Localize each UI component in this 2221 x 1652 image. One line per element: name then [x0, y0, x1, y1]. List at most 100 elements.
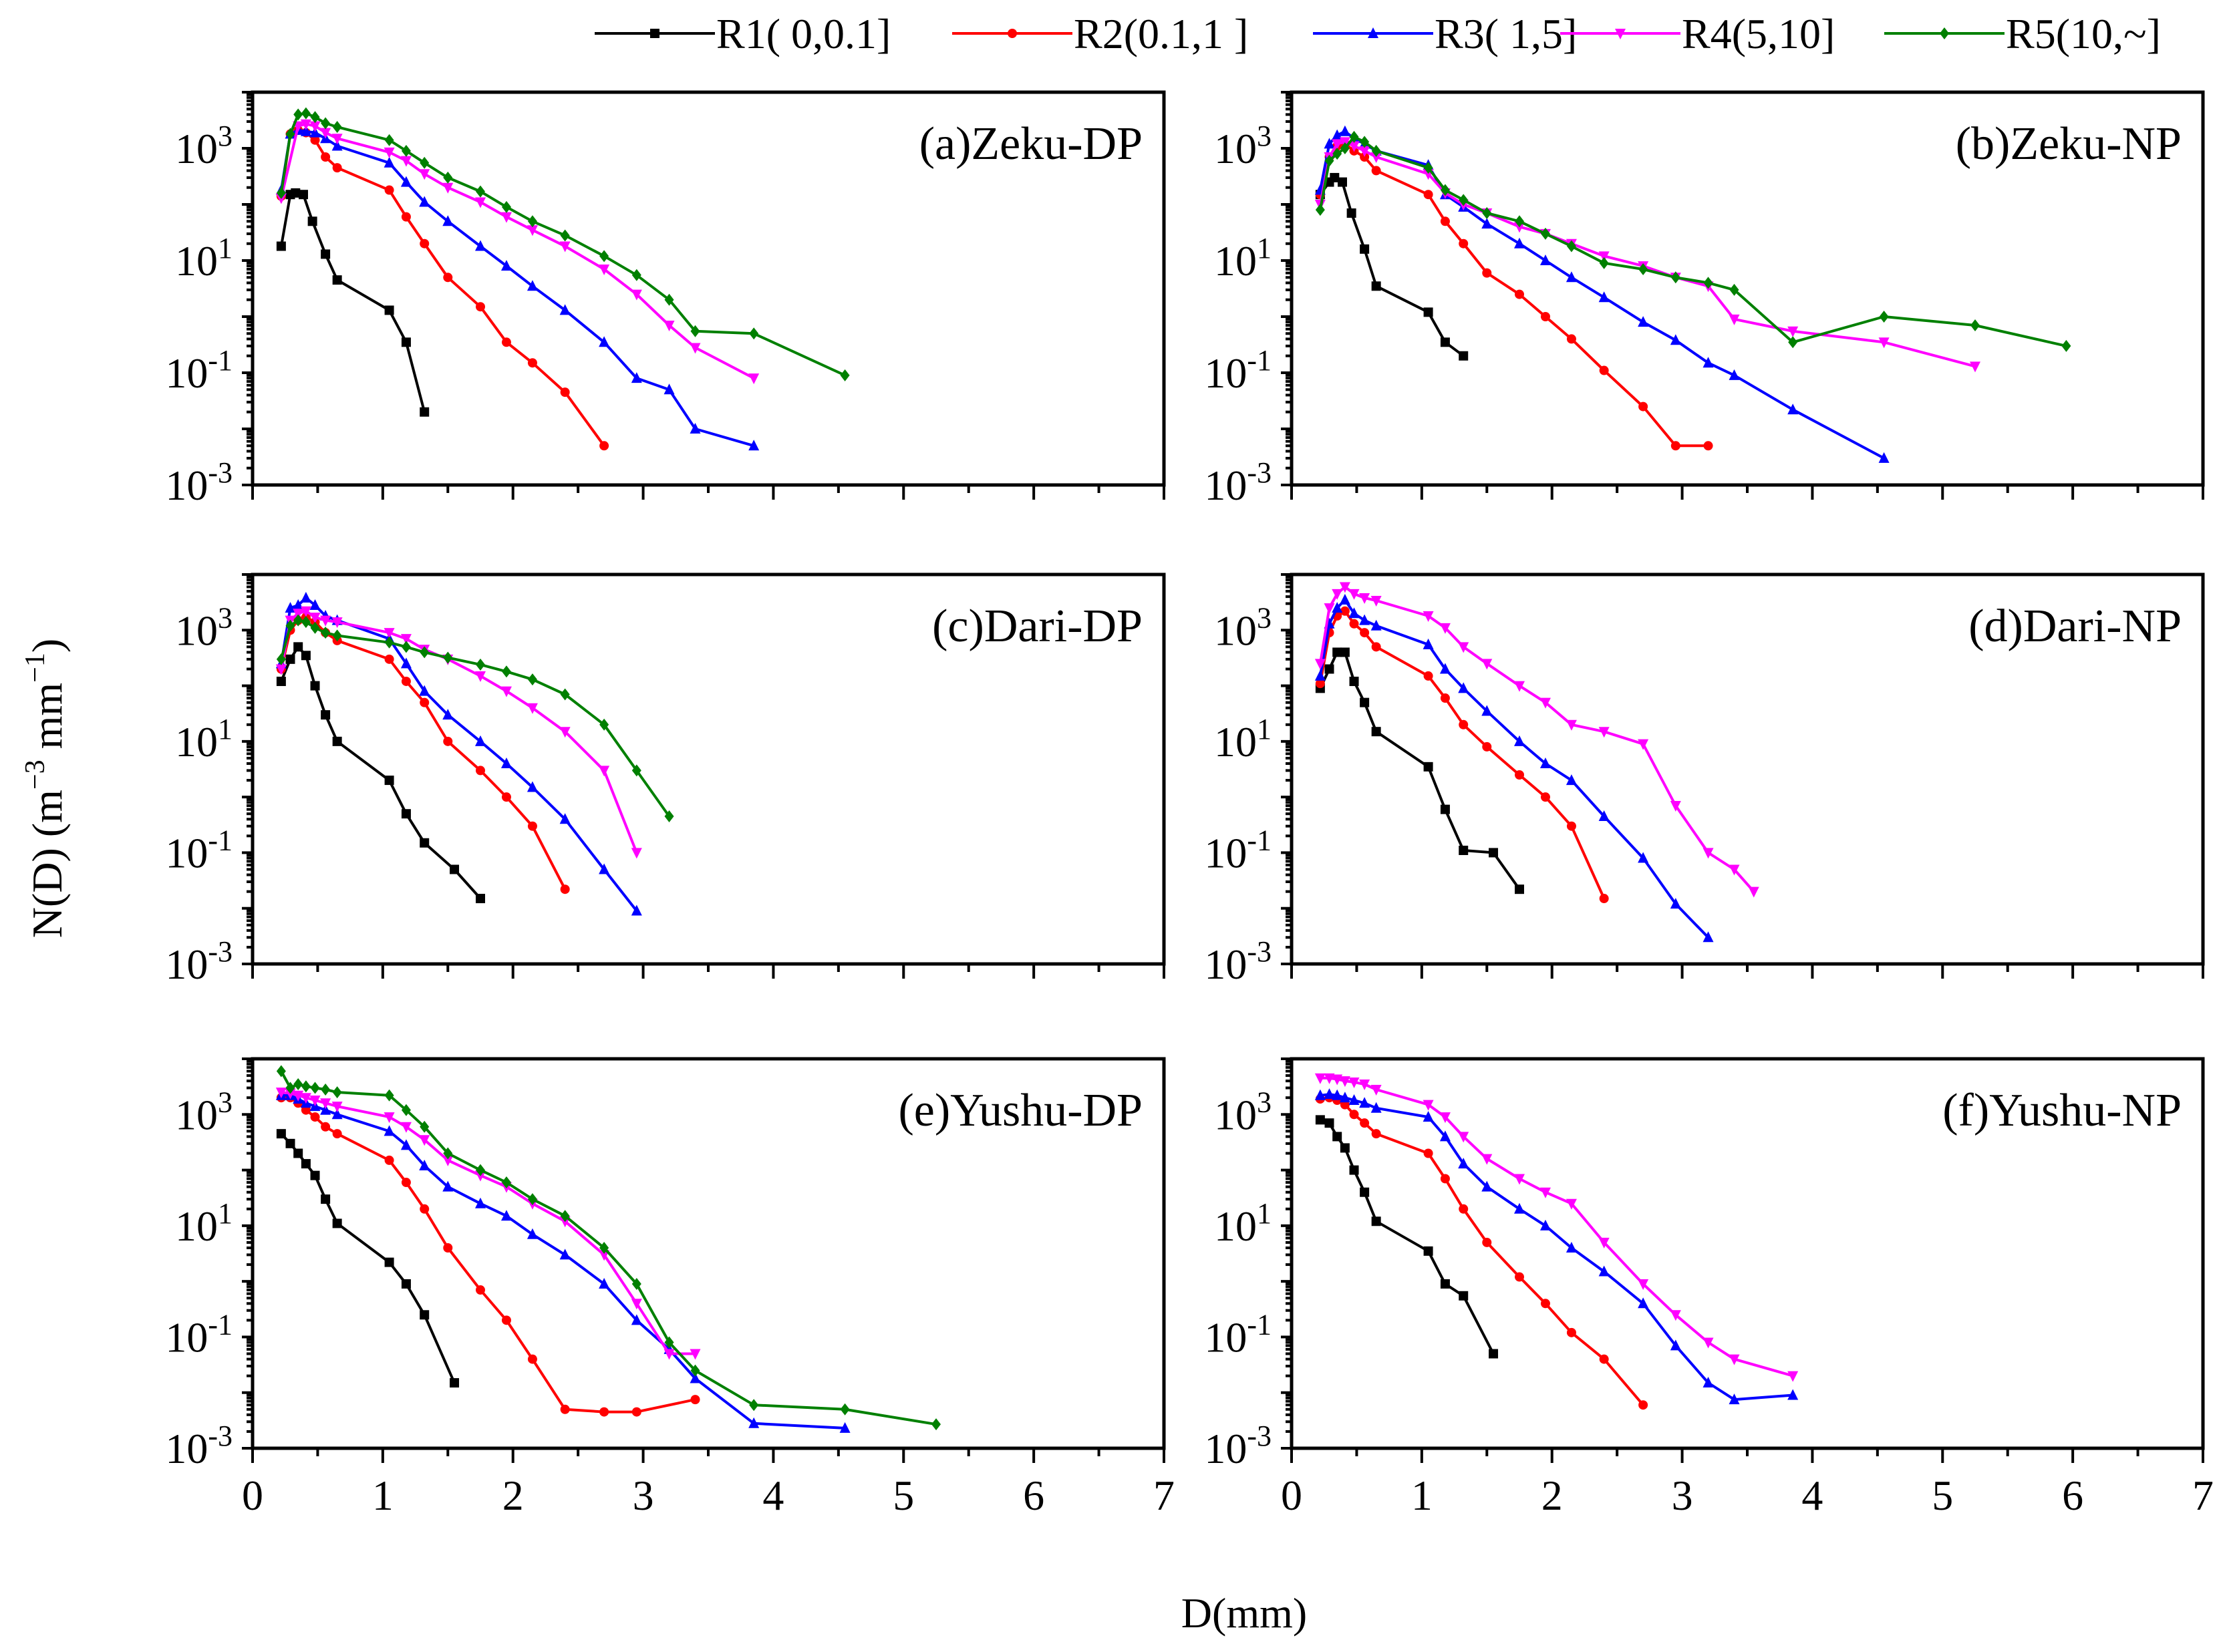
data-point: [321, 1122, 331, 1132]
data-point: [419, 169, 430, 180]
data-point: [1599, 894, 1609, 904]
data-point: [309, 613, 321, 624]
data-point: [1360, 1118, 1370, 1128]
data-point: [1423, 638, 1434, 649]
data-point: [1459, 1204, 1469, 1214]
data-point: [840, 369, 850, 381]
data-point: [599, 766, 610, 777]
x-tick-label: 0: [242, 1472, 263, 1519]
data-point: [1787, 1389, 1799, 1400]
data-point: [1514, 681, 1525, 692]
data-point: [419, 1135, 430, 1146]
data-point: [1566, 240, 1576, 253]
data-point: [501, 665, 511, 678]
data-point: [276, 241, 286, 251]
panel-title: (e)Yushu-DP: [898, 1085, 1143, 1136]
data-point: [1748, 886, 1759, 898]
data-point: [501, 337, 511, 347]
data-point: [1423, 190, 1433, 200]
data-point: [475, 197, 486, 208]
data-point: [527, 1354, 537, 1364]
data-point: [839, 1422, 851, 1433]
series-r2: [1315, 139, 1713, 451]
data-point: [332, 629, 342, 642]
data-point: [599, 1241, 609, 1254]
data-point: [332, 1086, 342, 1099]
data-point: [501, 200, 511, 213]
legend-item-2: R2(0.1,1 ]: [952, 10, 1248, 57]
data-point: [401, 1279, 411, 1289]
data-point: [320, 615, 331, 627]
x-tick-label: 3: [1672, 1472, 1693, 1519]
data-point: [1787, 403, 1799, 415]
data-point: [1360, 244, 1370, 254]
data-point: [1729, 1393, 1740, 1405]
data-point: [1702, 1337, 1714, 1349]
series-r3: [1314, 1088, 1799, 1405]
data-point: [331, 1102, 343, 1113]
series-r5: [1315, 130, 2071, 352]
data-point: [1339, 1092, 1350, 1103]
legend-marker: [1008, 29, 1017, 38]
data-point: [1489, 848, 1499, 858]
data-point: [285, 602, 296, 613]
data-point: [442, 1155, 454, 1166]
data-point: [1599, 365, 1609, 375]
data-point: [1670, 441, 1680, 451]
data-point: [690, 423, 701, 434]
data-point: [1566, 1241, 1577, 1253]
data-point: [1370, 1085, 1382, 1096]
data-point: [1539, 757, 1551, 768]
data-point: [1481, 218, 1493, 229]
y-tick-label: 103: [1214, 1086, 1272, 1138]
data-point: [1539, 1187, 1551, 1198]
data-point: [285, 654, 295, 664]
data-point: [1324, 664, 1334, 674]
x-tick-label: 4: [1801, 1472, 1823, 1519]
data-point: [384, 628, 395, 639]
data-point: [1514, 735, 1525, 746]
data-point: [1459, 845, 1469, 855]
data-point: [420, 238, 430, 249]
data-point: [501, 1176, 511, 1189]
data-point: [1539, 255, 1551, 265]
series-line: [279, 1096, 697, 1414]
data-point: [1324, 603, 1335, 615]
data-point: [400, 176, 412, 187]
data-point: [321, 1194, 331, 1204]
data-point: [1315, 204, 1325, 216]
data-point: [1787, 326, 1799, 337]
data-point: [1787, 1371, 1799, 1382]
y-tick-label: 101: [175, 232, 233, 285]
data-point: [384, 776, 394, 786]
data-point: [1515, 215, 1524, 228]
data-point: [560, 688, 570, 701]
panel-title: (f)Yushu-NP: [1942, 1085, 2182, 1136]
data-point: [1458, 1132, 1469, 1143]
data-point: [1332, 1089, 1343, 1100]
data-point: [560, 1404, 570, 1414]
x-tick-label: 7: [1153, 1472, 1175, 1519]
data-point: [1314, 1089, 1326, 1100]
data-point: [301, 651, 311, 661]
data-point: [527, 1228, 538, 1239]
data-point: [1566, 1198, 1577, 1210]
data-point: [1439, 1112, 1451, 1124]
data-point: [1440, 337, 1450, 347]
data-point: [310, 621, 320, 634]
data-point: [1360, 152, 1370, 162]
data-point: [384, 1089, 394, 1102]
data-point: [310, 1112, 320, 1122]
data-point: [310, 681, 320, 691]
data-point: [1459, 1291, 1469, 1301]
data-point: [443, 273, 453, 283]
data-point: [331, 617, 343, 629]
data-point: [443, 171, 453, 184]
data-point: [1314, 669, 1326, 681]
series-line: [279, 1094, 847, 1430]
data-point: [1370, 1102, 1382, 1113]
y-tick-label: 103: [175, 1086, 233, 1138]
data-point: [1359, 1079, 1370, 1090]
data-point: [1729, 864, 1740, 876]
data-point: [293, 614, 303, 627]
